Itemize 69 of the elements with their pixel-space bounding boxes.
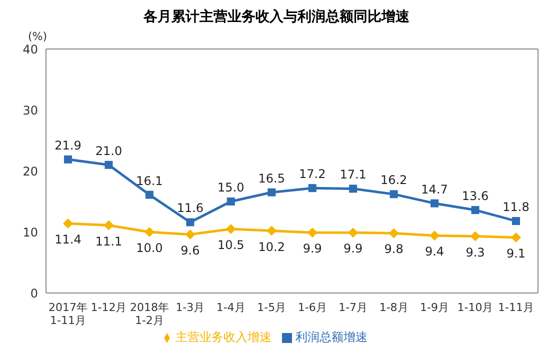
- data-label: 9.9: [302, 242, 322, 256]
- point: [268, 188, 276, 196]
- x-tick-label: 1-11月: [498, 301, 534, 314]
- data-label: 17.2: [299, 167, 326, 182]
- data-label: 11.4: [54, 232, 82, 246]
- x-tick-label: 1-10月: [457, 301, 494, 314]
- point: [388, 228, 399, 238]
- data-label: 16.1: [136, 174, 163, 188]
- x-tick-label: 1-7月: [338, 301, 368, 314]
- point: [104, 220, 114, 230]
- point: [390, 190, 398, 198]
- y-tick-label: 20: [22, 164, 38, 178]
- x-tick-label: 1-5月: [257, 301, 286, 314]
- x-tick-label: 1-3月: [176, 301, 205, 314]
- y-tick-label: 40: [22, 42, 38, 56]
- data-label: 13.6: [462, 189, 489, 204]
- x-tick-label: 2017年 1-11月: [48, 301, 88, 327]
- point: [512, 217, 520, 226]
- x-tick-label: 1-4月: [216, 301, 246, 314]
- data-label: 9.6: [180, 243, 200, 258]
- data-label: 9.9: [344, 242, 363, 256]
- y-tick-label: 30: [22, 103, 38, 118]
- x-tick-label: 2018年 1-2月: [130, 301, 169, 327]
- point: [349, 184, 358, 193]
- data-label: 21.0: [95, 144, 122, 158]
- y-tick-label: 0: [30, 286, 38, 300]
- x-tick-label: 1-6月: [298, 301, 327, 314]
- legend-label: 利润总额增速: [296, 330, 368, 344]
- point: [145, 190, 154, 199]
- point: [226, 198, 235, 206]
- data-label: 11.8: [502, 200, 530, 214]
- x-tick-label: 1-9月: [420, 301, 450, 314]
- data-label: 10.5: [218, 238, 244, 252]
- y-tick-label: 10: [22, 225, 38, 240]
- data-label: 10.0: [136, 241, 163, 255]
- legend-label: 主营业务收入增速: [176, 330, 272, 344]
- point: [511, 232, 521, 242]
- data-label: 21.9: [54, 138, 82, 152]
- point: [430, 199, 439, 208]
- data-label: 9.1: [506, 246, 526, 260]
- point: [308, 184, 316, 192]
- point: [471, 206, 480, 214]
- point: [430, 230, 440, 241]
- data-label: 11.1: [95, 234, 122, 248]
- point: [307, 228, 318, 238]
- point: [104, 160, 113, 169]
- data-label: 14.7: [421, 182, 448, 196]
- data-label: 9.3: [466, 245, 485, 260]
- x-tick-label: 1-12月: [90, 301, 127, 314]
- data-label: 9.4: [425, 244, 444, 259]
- point: [226, 224, 236, 234]
- data-label: 16.2: [380, 173, 408, 188]
- data-label: 9.8: [384, 242, 404, 256]
- point: [64, 155, 72, 164]
- data-label: 17.1: [340, 168, 366, 182]
- point: [266, 226, 277, 236]
- point: [144, 227, 154, 237]
- point: [63, 218, 73, 228]
- data-label: 16.5: [258, 171, 285, 186]
- data-label: 10.2: [258, 240, 285, 254]
- y-axis-title: (%): [28, 30, 48, 44]
- point: [186, 218, 194, 226]
- point: [185, 229, 196, 240]
- data-label: 15.0: [218, 180, 244, 194]
- point: [348, 228, 358, 238]
- point: [470, 231, 480, 242]
- data-label: 11.6: [176, 201, 204, 216]
- chart-title: 各月累计主营业务收入与利润总额同比增速: [142, 8, 410, 27]
- x-tick-label: 1-8月: [379, 301, 408, 314]
